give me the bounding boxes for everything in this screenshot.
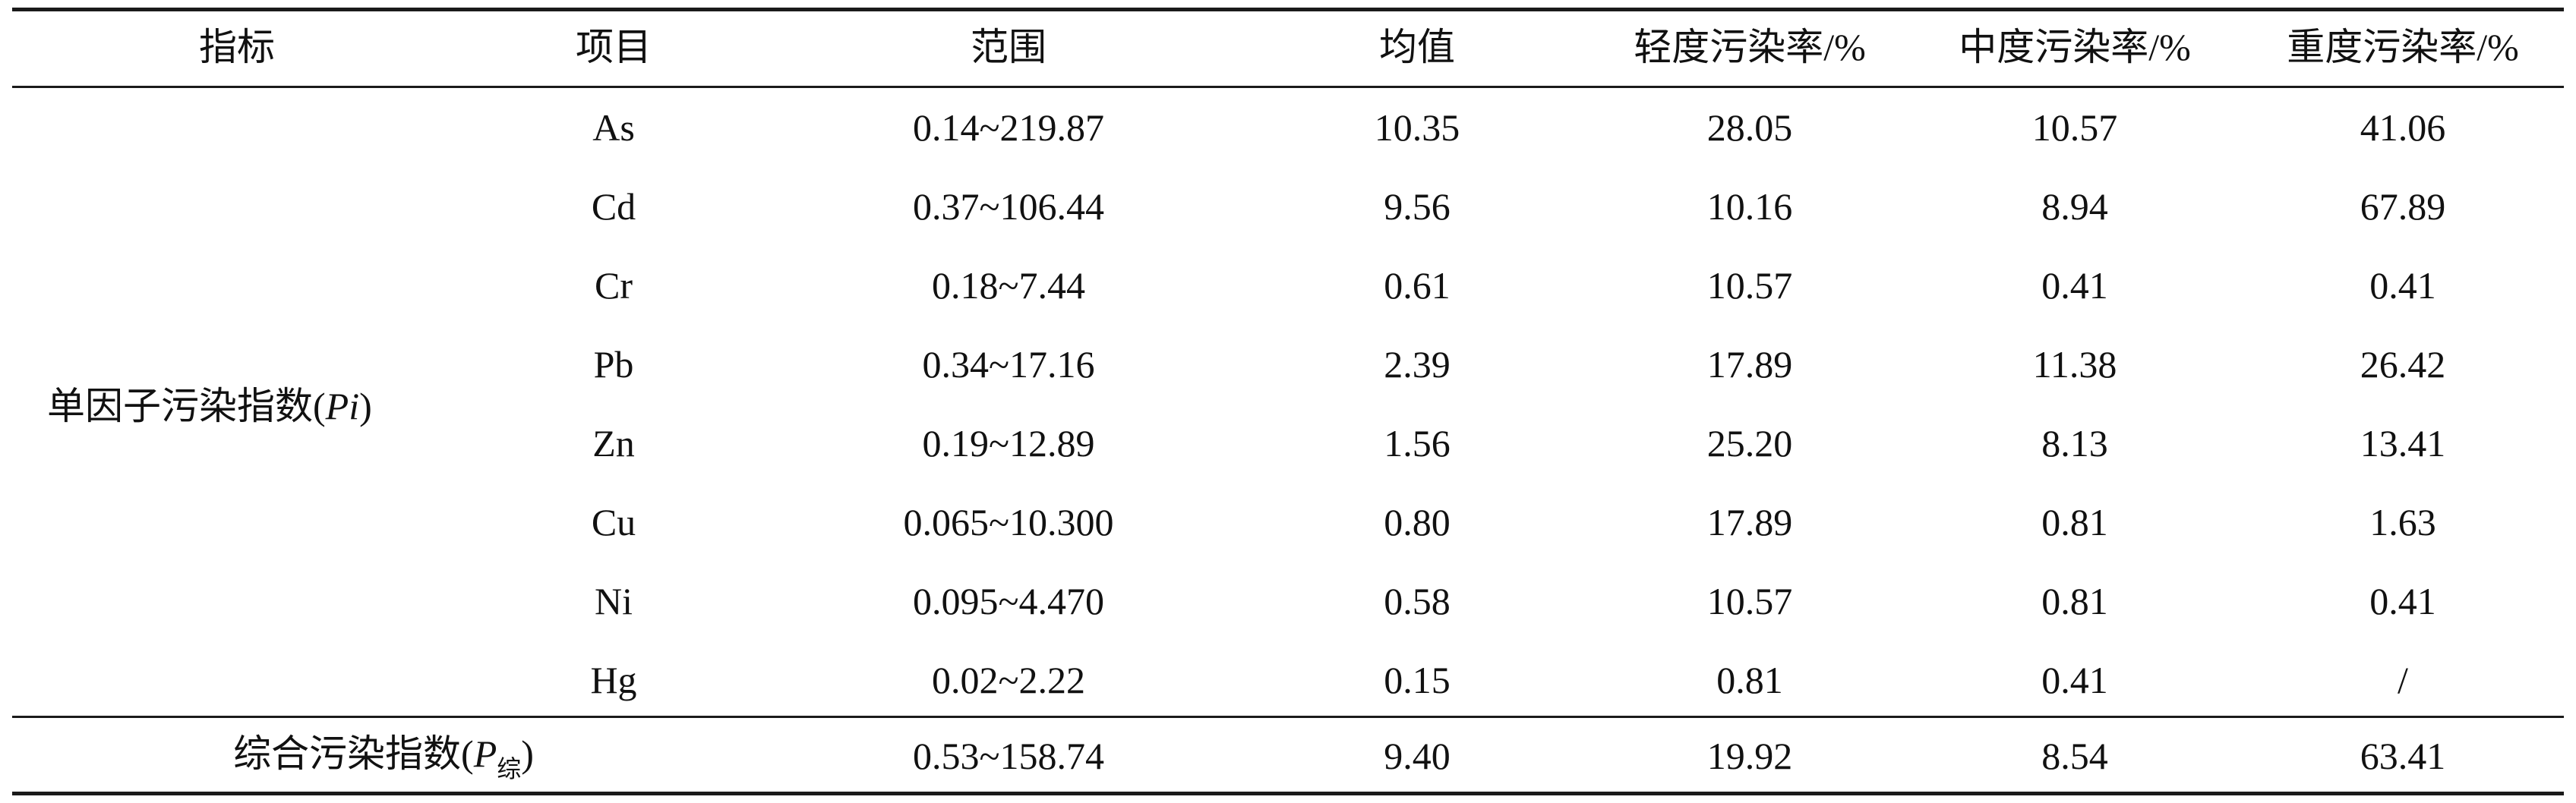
- row-light-rate: 10.57: [1706, 264, 1793, 307]
- summary-moderate-rate: 8.54: [2041, 735, 2108, 777]
- header-range: 范围: [971, 26, 1046, 68]
- header-indicator: 指标: [199, 26, 275, 68]
- row-heavy-rate: 41.06: [2360, 106, 2446, 149]
- row-moderate-rate: 10.57: [2031, 106, 2118, 149]
- row-mean: 0.15: [1384, 659, 1451, 701]
- row-heavy-rate: 0.41: [2369, 580, 2436, 622]
- row-mean: 9.56: [1384, 185, 1451, 228]
- row-item: Cr: [595, 264, 633, 307]
- header-item: 项目: [576, 26, 652, 68]
- row-range: 0.19~12.89: [922, 422, 1095, 464]
- row-item: Ni: [595, 580, 633, 622]
- summary-light-rate: 19.92: [1706, 735, 1793, 777]
- row-item: Cd: [591, 185, 636, 228]
- row-moderate-rate: 0.41: [2041, 659, 2108, 701]
- row-light-rate: 28.05: [1706, 106, 1793, 149]
- row-item: Zn: [592, 422, 635, 464]
- row-moderate-rate: 8.13: [2041, 422, 2108, 464]
- header-moderate-rate: 中度污染率/%: [1959, 26, 2191, 68]
- row-item: Cu: [591, 501, 636, 543]
- row-heavy-rate: 0.41: [2369, 264, 2436, 307]
- top-rule: [12, 8, 2564, 11]
- summary-label: 综合污染指数(P综): [233, 732, 534, 783]
- row-mean: 0.58: [1384, 580, 1451, 622]
- row-moderate-rate: 0.81: [2041, 501, 2108, 543]
- row-heavy-rate: 26.42: [2360, 343, 2446, 386]
- row-heavy-rate: /: [2398, 659, 2408, 701]
- row-item: Hg: [590, 659, 637, 701]
- summary-range: 0.53~158.74: [912, 735, 1105, 777]
- row-moderate-rate: 11.38: [2032, 343, 2117, 386]
- row-light-rate: 17.89: [1706, 501, 1793, 543]
- row-light-rate: 17.89: [1706, 343, 1793, 386]
- bottom-rule: [12, 792, 2564, 795]
- row-light-rate: 10.16: [1706, 185, 1793, 228]
- header-rule: [12, 86, 2564, 88]
- row-light-rate: 10.57: [1706, 580, 1793, 622]
- row-mean: 1.56: [1384, 422, 1451, 464]
- row-mean: 0.80: [1384, 501, 1451, 543]
- header-heavy-rate: 重度污染率/%: [2287, 26, 2519, 68]
- row-heavy-rate: 13.41: [2360, 422, 2446, 464]
- row-range: 0.065~10.300: [903, 501, 1114, 543]
- row-item: As: [592, 106, 635, 149]
- row-mean: 10.35: [1374, 106, 1460, 149]
- row-range: 0.18~7.44: [931, 264, 1086, 307]
- row-mean: 0.61: [1384, 264, 1451, 307]
- summary-rule: [12, 716, 2564, 718]
- row-heavy-rate: 1.63: [2369, 501, 2436, 543]
- row-item: Pb: [593, 343, 634, 386]
- row-mean: 2.39: [1384, 343, 1451, 386]
- row-range: 0.37~106.44: [912, 185, 1105, 228]
- row-range: 0.02~2.22: [931, 659, 1086, 701]
- header-light-rate: 轻度污染率/%: [1634, 26, 1866, 68]
- summary-mean: 9.40: [1384, 735, 1451, 777]
- row-moderate-rate: 0.41: [2041, 264, 2108, 307]
- row-moderate-rate: 8.94: [2041, 185, 2108, 228]
- row-range: 0.34~17.16: [922, 343, 1095, 386]
- row-range: 0.095~4.470: [912, 580, 1105, 622]
- summary-heavy-rate: 63.41: [2360, 735, 2446, 777]
- row-range: 0.14~219.87: [912, 106, 1105, 149]
- row-heavy-rate: 67.89: [2360, 185, 2446, 228]
- header-mean: 均值: [1379, 26, 1455, 68]
- row-light-rate: 0.81: [1716, 659, 1783, 701]
- row-moderate-rate: 0.81: [2041, 580, 2108, 622]
- row-light-rate: 25.20: [1706, 422, 1793, 464]
- group-label-single-factor: 单因子污染指数(Pi): [47, 385, 372, 427]
